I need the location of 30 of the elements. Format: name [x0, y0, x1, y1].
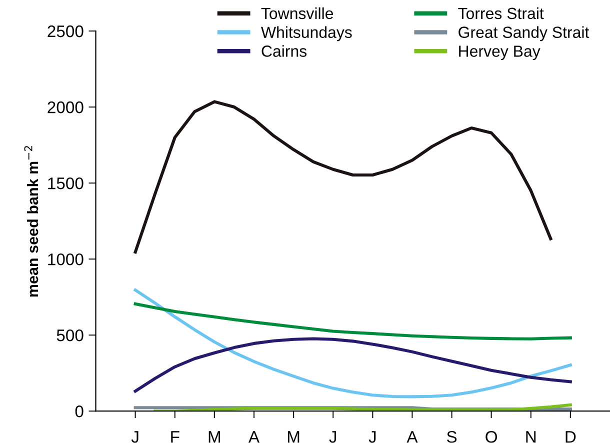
legend-label: Whitsundays: [261, 26, 352, 42]
legend-label: Torres Strait: [458, 7, 544, 20]
x-tick-label: F: [171, 431, 180, 443]
y-tick-label: 2500: [48, 25, 84, 38]
line-series: [134, 100, 552, 254]
y-axis-title: mean seed bank m$^{−2}$: [24, 146, 38, 297]
y-tick-label: 1500: [48, 177, 84, 190]
x-tick-label: M: [208, 431, 220, 443]
line-series: [134, 288, 572, 398]
legend-label: Great Sandy Strait: [458, 26, 590, 42]
x-tick-label: A: [248, 431, 260, 443]
legend-label: Cairns: [262, 45, 307, 57]
y-tick-label: 1000: [48, 253, 84, 266]
legend-label: Townsville: [261, 7, 334, 20]
x-tick-label: J: [131, 431, 138, 443]
x-tick-label: O: [486, 430, 498, 443]
y-tick-label: 0: [75, 406, 84, 418]
x-tick-label: N: [526, 431, 536, 443]
line-series: [134, 337, 572, 393]
x-tick-label: J: [329, 431, 336, 443]
x-tick-label: J: [368, 431, 376, 443]
legend-label: Hervey Bay: [459, 46, 540, 60]
line-series: [134, 302, 572, 340]
x-tick-label: S: [446, 430, 457, 443]
y-tick-label: 2000: [48, 101, 84, 114]
y-tick-label: 500: [56, 329, 84, 342]
x-tick-label: A: [406, 431, 418, 443]
line-series: [154, 403, 572, 412]
x-tick-label: M: [288, 431, 300, 443]
x-tick-label: D: [566, 431, 576, 443]
